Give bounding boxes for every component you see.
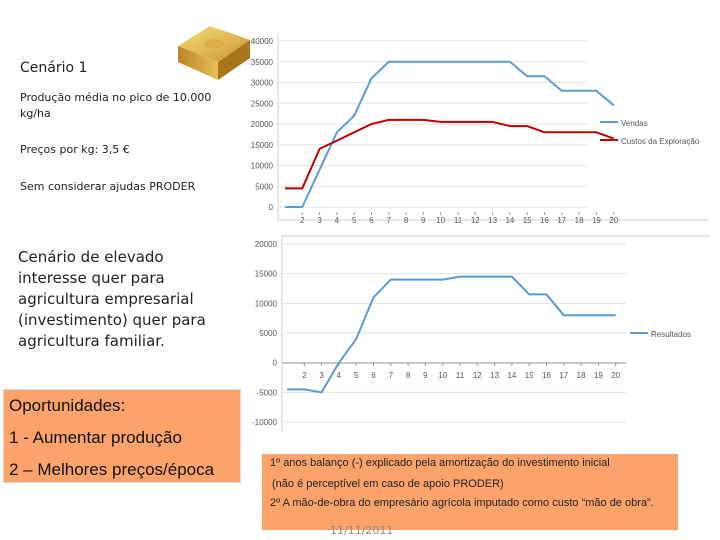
x-tick-label: 19 <box>594 371 603 380</box>
y-tick-label: 35000 <box>251 58 274 67</box>
price-text: Preços por kg: 3,5 € <box>20 143 130 156</box>
y-tick-label: -5000 <box>257 388 278 397</box>
x-tick-label: 11 <box>456 371 465 380</box>
results-chart: -10000 -5000 0 5000 10000 15000 20000 2 3 4 5 6 7 8 9… <box>252 235 710 432</box>
x-tick-label: 14 <box>505 216 514 225</box>
y-tick-label: 0 <box>273 359 278 368</box>
x-tick-label: 13 <box>488 216 497 225</box>
note-1: 1º anos balanço (-) explicado pela amort… <box>270 457 610 469</box>
footer-date: 11/11/2011 <box>330 524 394 537</box>
y-tick-label: 25000 <box>251 99 274 108</box>
x-tick-label: 4 <box>337 371 342 380</box>
x-tick-label: 4 <box>335 216 340 225</box>
y-tick-label: 5000 <box>259 329 277 338</box>
x-tick-label: 15 <box>525 371 534 380</box>
x-tick-label: 5 <box>354 371 359 380</box>
legend-label-resultados: Resultados <box>651 330 691 339</box>
series-line-custos-da-explora-o <box>285 118 615 190</box>
series-line-resultados <box>287 275 616 394</box>
x-tick-label: 20 <box>609 216 618 225</box>
x-tick-label: 17 <box>557 216 566 225</box>
x-tick-label: 3 <box>319 371 324 380</box>
y-tick-label: 40000 <box>251 37 274 46</box>
x-tick-label: 20 <box>611 371 620 380</box>
x-tick-label: 2 <box>300 216 305 225</box>
x-tick-label: 7 <box>387 216 392 225</box>
y-tick-label: 30000 <box>251 79 274 88</box>
x-tick-label: 14 <box>507 371 516 380</box>
opportunities-heading: Oportunidades: <box>9 396 126 415</box>
opportunity-item-2: 2 – Melhores preços/época <box>9 460 215 479</box>
y-tick-label: -10000 <box>252 418 277 427</box>
x-tick-label: 3 <box>317 216 322 225</box>
x-tick-label: 9 <box>421 216 426 225</box>
y-tick-label: 10000 <box>251 162 274 171</box>
x-tick-label: 10 <box>436 216 445 225</box>
x-tick-label: 16 <box>540 216 549 225</box>
x-tick-label: 13 <box>490 371 499 380</box>
x-tick-label: 11 <box>454 216 463 225</box>
legend-label-custos: Custos da Exploração <box>621 137 700 146</box>
x-tick-label: 2 <box>302 371 307 380</box>
scenario-description: Cenário de elevado interesse quer para a… <box>18 248 206 350</box>
x-tick-label: 17 <box>559 371 568 380</box>
legend-label-vendas: Vendas <box>621 119 648 128</box>
opportunity-item-1: 1 - Aumentar produção <box>9 428 182 447</box>
x-tick-label: 10 <box>438 371 447 380</box>
x-tick-label: 12 <box>471 216 480 225</box>
page-title: Cenário 1 <box>20 60 88 76</box>
proder-text: Sem considerar ajudas PRODER <box>20 180 196 193</box>
note-3: 2º A mão-de-obra do empresário agrícola … <box>270 497 654 509</box>
x-tick-label: 18 <box>575 216 584 225</box>
production-text: Produção média no pico de 10.000 kg/ha <box>20 91 212 120</box>
x-tick-label: 19 <box>592 216 601 225</box>
x-tick-label: 16 <box>542 371 551 380</box>
opportunities-box: Oportunidades: 1 - Aumentar produção 2 –… <box>3 389 241 483</box>
x-tick-label: 9 <box>423 371 428 380</box>
gold-bar-icon <box>178 26 250 80</box>
x-tick-label: 8 <box>404 216 409 225</box>
x-tick-label: 6 <box>369 216 374 225</box>
series-line-vendas <box>285 60 615 208</box>
x-tick-label: 15 <box>523 216 532 225</box>
y-tick-label: 10000 <box>255 299 278 308</box>
note-2: (não é perceptível em caso de apoio PROD… <box>272 478 504 490</box>
x-tick-label: 7 <box>389 371 394 380</box>
notes-box: 1º anos balanço (-) explicado pela amort… <box>262 454 678 530</box>
x-tick-label: 8 <box>406 371 411 380</box>
x-tick-label: 12 <box>473 371 482 380</box>
y-tick-label: 15000 <box>255 270 278 279</box>
x-tick-label: 5 <box>352 216 357 225</box>
sales-costs-chart: 0 5000 10000 15000 20000 25000 30000 35000 40000… <box>251 34 708 225</box>
y-tick-label: 15000 <box>251 141 274 150</box>
y-tick-label: 0 <box>269 203 274 212</box>
y-tick-label: 20000 <box>251 120 274 129</box>
y-tick-label: 5000 <box>255 182 273 191</box>
y-tick-label: 20000 <box>255 240 278 249</box>
x-tick-label: 6 <box>371 371 376 380</box>
x-tick-label: 18 <box>577 371 586 380</box>
